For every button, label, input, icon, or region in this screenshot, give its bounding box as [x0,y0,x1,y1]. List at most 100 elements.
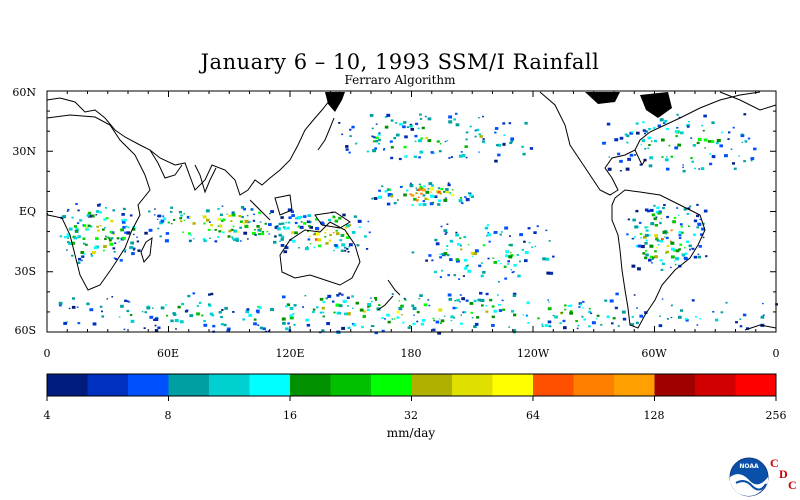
rain-pixel [358,226,361,228]
rain-pixel [640,244,645,249]
rain-pixel [413,155,417,158]
rain-pixel [390,119,394,122]
rain-pixel [663,122,666,124]
rain-pixel [651,258,654,260]
rain-pixel [388,204,391,206]
rain-pixel [703,114,707,118]
rain-pixel [657,244,660,246]
rain-pixel [338,292,342,295]
rain-pixel [332,300,335,303]
rain-pixel [687,207,691,210]
rain-pixel [201,314,204,317]
colorbar-swatch [47,374,88,396]
rain-pixel [494,127,499,130]
rain-pixel [692,144,697,147]
rain-pixel [348,246,350,248]
rain-pixel [425,259,428,262]
rain-pixel [474,135,477,138]
rain-pixel [266,230,269,233]
rain-pixel [687,225,690,227]
rain-pixel [629,153,634,157]
cdc-letter-1: C [770,456,779,470]
rain-pixel [409,184,414,188]
rain-pixel [189,314,194,318]
rain-pixel [318,244,322,248]
rain-pixel [631,264,636,268]
rain-pixel [446,248,448,251]
rain-pixel [447,183,451,187]
rain-pixel [208,304,212,307]
rain-pixel [487,233,491,237]
rain-pixel [458,154,463,158]
rain-pixel [226,327,231,331]
rain-pixel [686,124,690,127]
rain-pixel [377,133,381,136]
rain-pixel [289,316,294,320]
rain-pixel [652,256,655,259]
rain-pixel [524,259,528,263]
rain-pixel [693,219,698,223]
rain-pixel [437,331,442,335]
rain-pixel [119,259,123,262]
rain-pixel [463,258,468,262]
rain-pixel [164,239,169,243]
rain-pixel [268,233,270,235]
rain-pixel [246,214,249,217]
rain-pixel [71,241,75,245]
rain-pixel [127,226,130,229]
rain-pixel [678,315,682,319]
rain-pixel [680,309,684,312]
rain-pixel [393,318,396,320]
rain-pixel [404,298,407,301]
rain-pixel [129,314,133,316]
rain-pixel [244,219,249,223]
rain-pixel [662,207,665,210]
rain-pixel [459,244,462,247]
rain-pixel [170,210,173,213]
rain-pixel [240,220,243,223]
rain-pixel [403,145,407,149]
rain-pixel [654,250,657,253]
rain-pixel [678,234,682,237]
coastlines [46,91,777,331]
rain-pixel [165,304,167,306]
rain-pixel [346,236,350,239]
rain-pixel [456,298,460,302]
rain-pixel [686,240,689,243]
rain-pixel [262,327,266,331]
rain-pixel [390,195,394,198]
rain-pixel [684,252,688,255]
rain-pixel [231,213,236,217]
rain-pixel [498,309,503,312]
rain-pixel [419,118,423,120]
rain-pixel [501,231,503,233]
rain-pixel [381,185,384,188]
rain-pixel [547,307,552,311]
rain-pixel [441,253,444,255]
rain-pixel [126,231,131,235]
rain-pixel [230,228,234,231]
rain-pixel [394,122,398,124]
rain-pixel [409,324,411,327]
rain-pixel [341,233,345,237]
rain-pixel [313,233,315,236]
rain-pixel [288,216,292,219]
rain-pixel [109,240,112,243]
rain-pixel [660,268,664,271]
rain-pixel [621,310,626,314]
rain-pixel [64,322,67,324]
rain-pixel [351,231,356,234]
rain-pixel [66,249,68,251]
rain-pixel [634,236,636,238]
rain-pixel [160,219,165,223]
rain-pixel [129,214,133,217]
lon-label-120w: 120W [516,347,550,360]
rain-pixel [487,257,490,260]
rain-pixel [374,331,378,335]
rain-pixel [654,139,657,143]
rain-pixel [528,241,531,244]
rain-pixel [699,218,702,221]
north-america-coastline [539,91,761,196]
rain-pixel [485,305,488,307]
rain-pixel [542,257,547,261]
